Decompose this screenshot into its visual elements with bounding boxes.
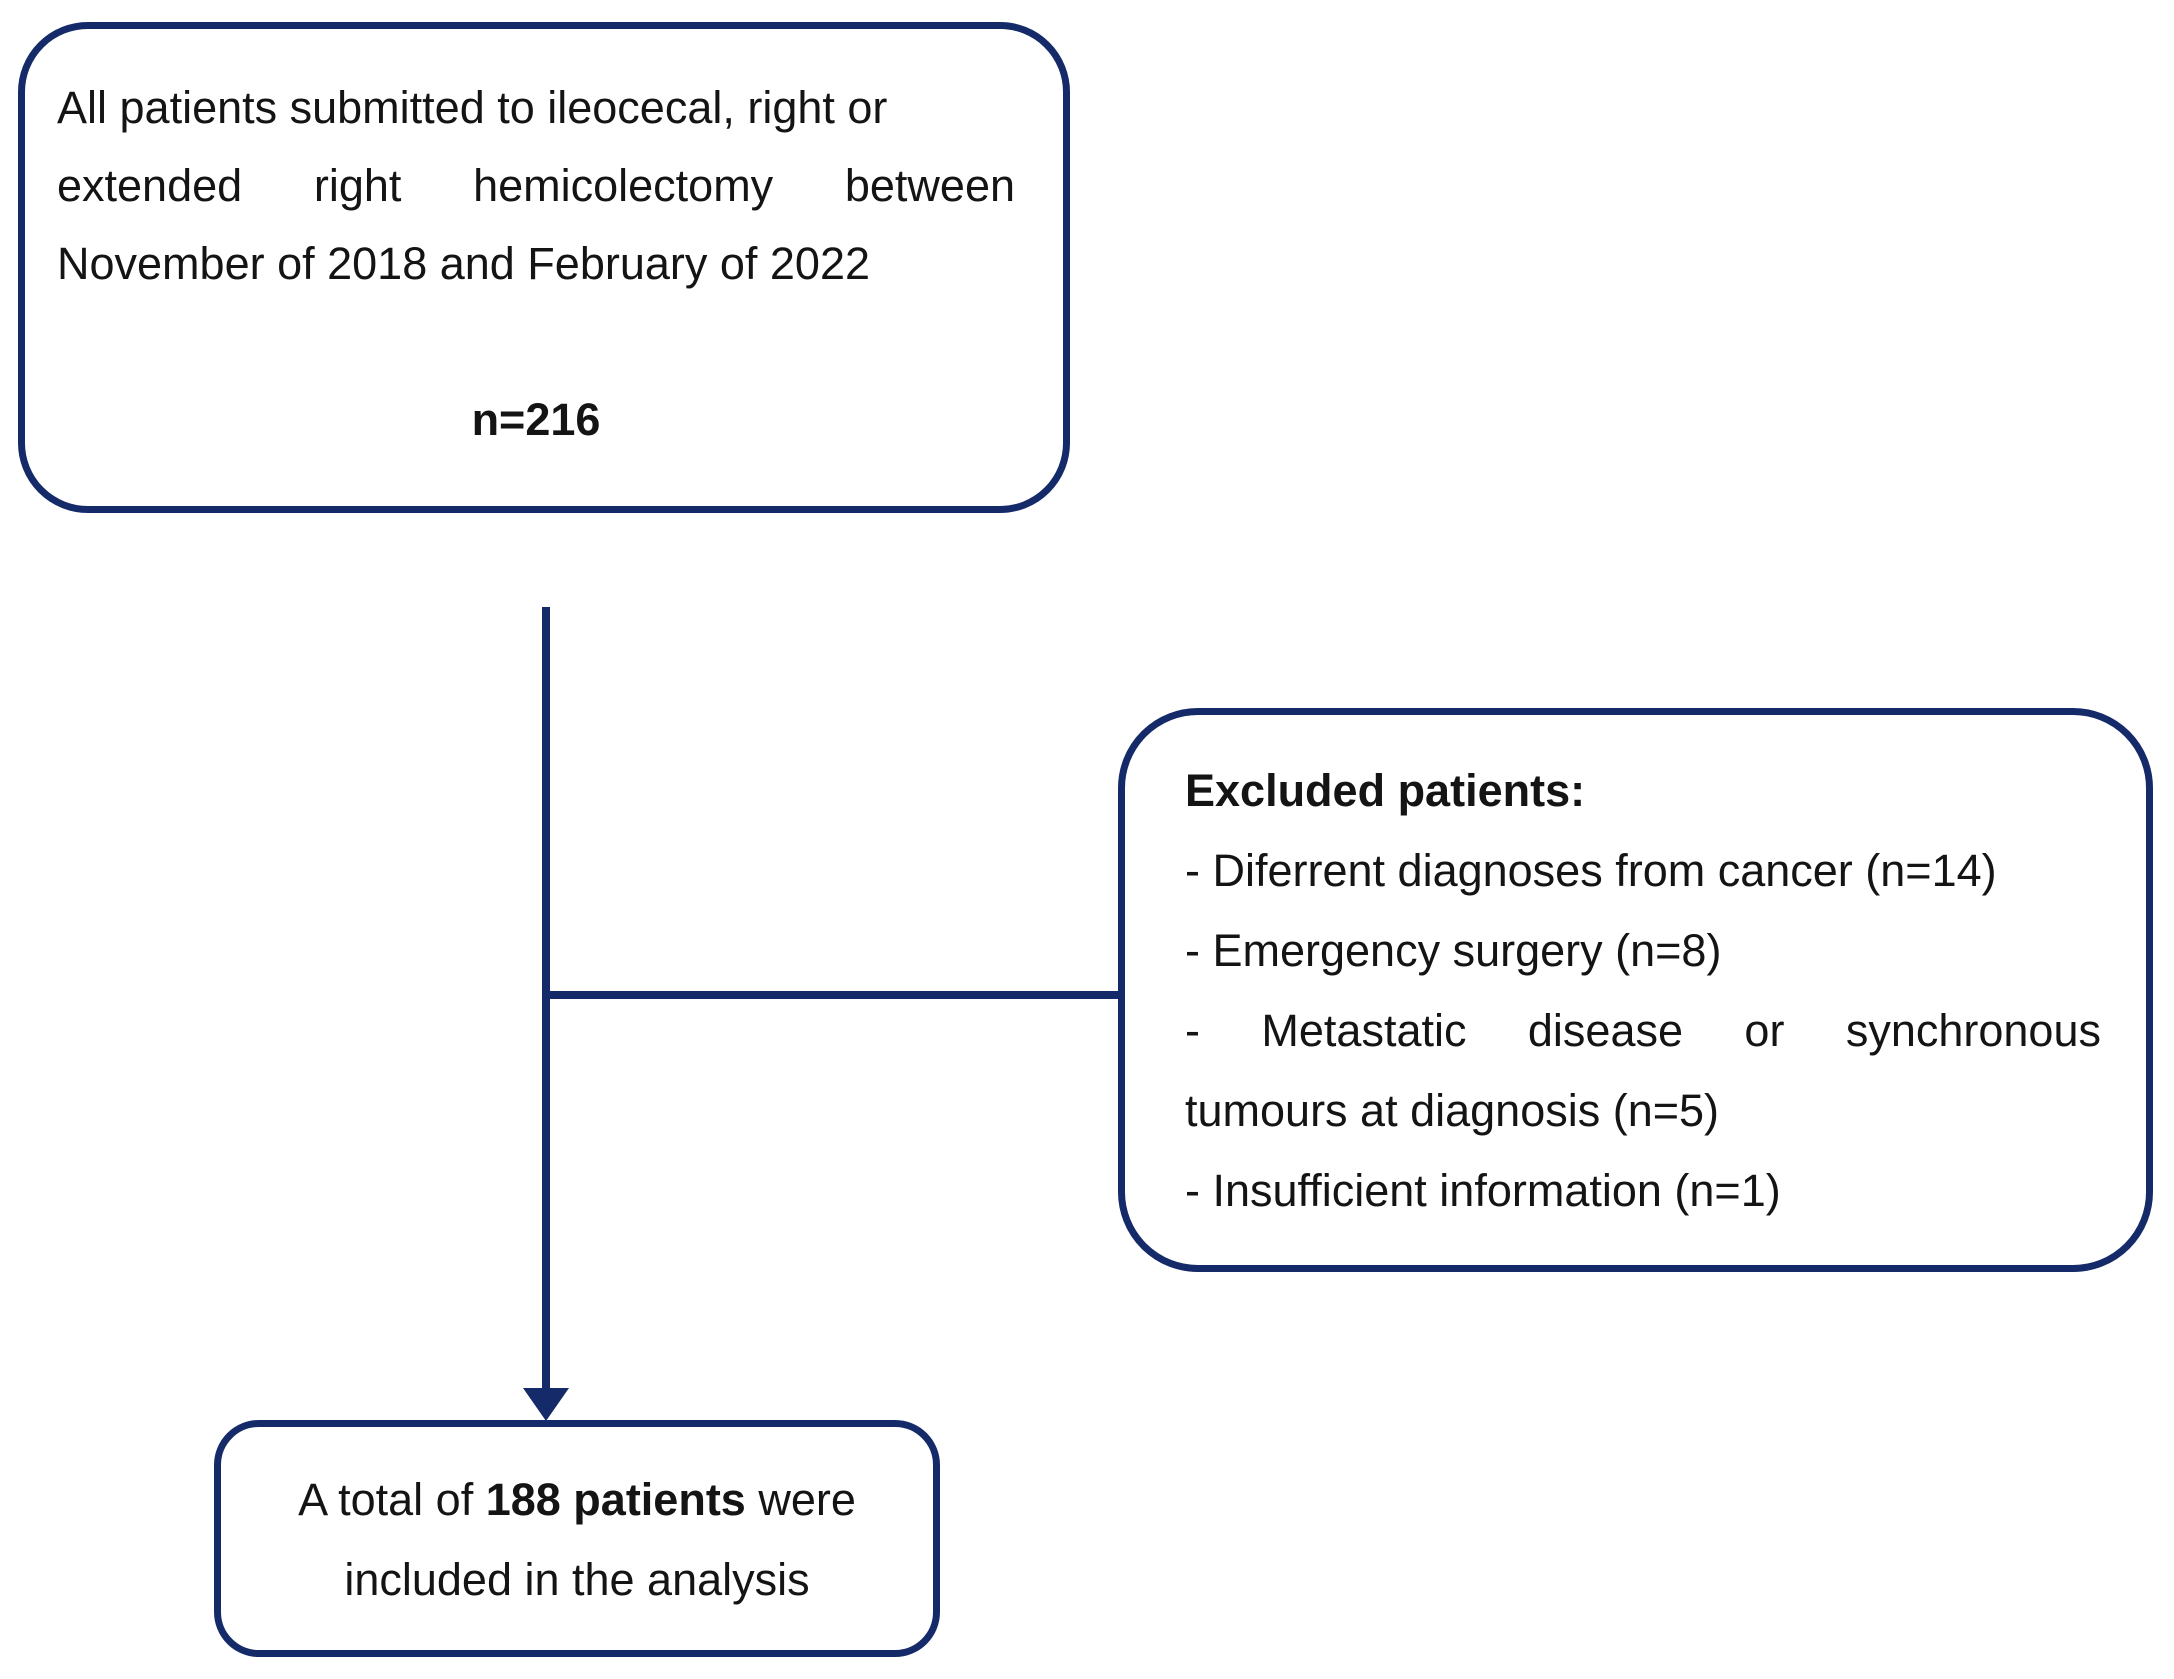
excluded-item-different-diagnoses: - Diferrent diagnoses from cancer (n=14): [1185, 845, 1997, 896]
source-box-count: n=216: [471, 394, 601, 445]
included-line1-suffix: were: [745, 1474, 856, 1525]
included-box-line1: A total of 188 patients were: [241, 1460, 913, 1540]
source-box-line1: All patients submitted to ileocecal, rig…: [57, 82, 888, 133]
excluded-item-metastatic-line2: tumours at diagnosis (n=5): [1185, 1085, 1720, 1136]
source-population-box: All patients submitted to ileocecal, rig…: [18, 22, 1070, 513]
excluded-item-metastatic-line1: - Metastatic disease or synchronous: [1185, 1005, 2101, 1056]
source-box-line2: extended right hemicolectomy between: [57, 160, 1015, 211]
flow-arrow-shaft: [542, 607, 550, 1392]
excluded-item-insufficient-info: - Insufficient information (n=1): [1185, 1165, 1781, 1216]
source-box-line3: November of 2018 and February of 2022: [57, 238, 871, 289]
included-patients-box: A total of 188 patients were included in…: [214, 1420, 940, 1657]
excluded-item-emergency-surgery: - Emergency surgery (n=8): [1185, 925, 1722, 976]
included-line1-prefix: A total of: [298, 1474, 486, 1525]
included-box-line2: included in the analysis: [344, 1554, 810, 1605]
excluded-patients-box: Excluded patients: - Diferrent diagnoses…: [1118, 708, 2153, 1272]
excluded-box-title: Excluded patients:: [1185, 765, 1586, 816]
arrowhead-down-icon: [523, 1388, 569, 1421]
included-line1-count: 188 patients: [485, 1474, 746, 1525]
exclusion-branch-line: [546, 991, 1118, 999]
